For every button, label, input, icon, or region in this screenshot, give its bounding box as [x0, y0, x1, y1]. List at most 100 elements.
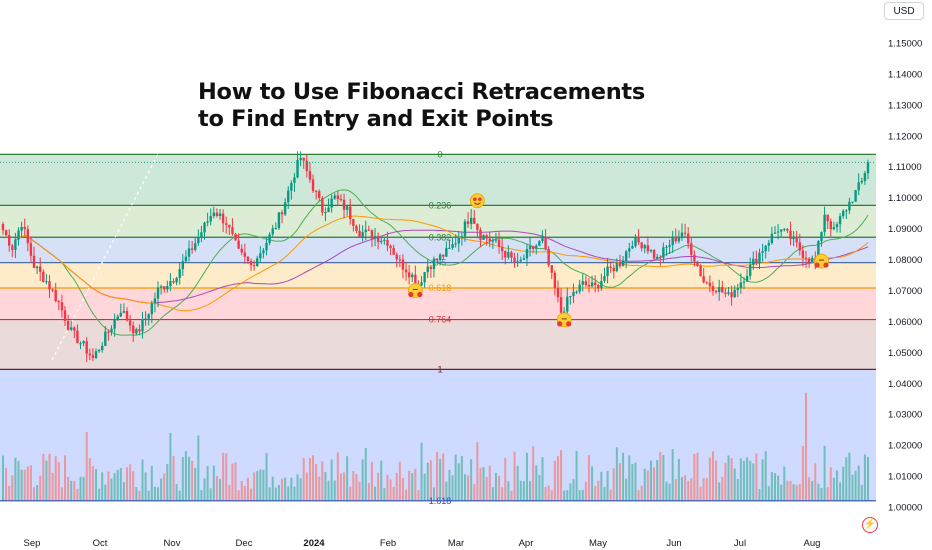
- volume-bar: [622, 452, 625, 501]
- volume-bar: [228, 485, 231, 501]
- candle-body: [581, 281, 584, 285]
- candle-body: [541, 237, 544, 242]
- candle-body: [603, 276, 606, 282]
- volume-bar: [98, 488, 101, 501]
- candle-body: [327, 207, 330, 213]
- volume-bar: [219, 478, 222, 501]
- candle-body: [215, 212, 219, 216]
- candle-body: [386, 239, 389, 246]
- volume-bar: [172, 455, 175, 501]
- volume-bar: [473, 484, 476, 501]
- candle-body: [758, 252, 761, 264]
- candle-body: [748, 264, 752, 276]
- candle-body: [835, 224, 839, 228]
- candle-body: [507, 252, 510, 258]
- candle-body: [311, 179, 315, 191]
- candle-body: [82, 341, 85, 344]
- candle-body: [401, 259, 405, 270]
- volume-bar: [395, 472, 398, 501]
- candle-body: [624, 251, 628, 261]
- tradingview-logo-icon[interactable]: ⚡: [862, 517, 878, 533]
- volume-bar: [169, 433, 172, 501]
- candle-body: [132, 325, 135, 334]
- volume-bar: [786, 480, 789, 501]
- volume-bar: [29, 465, 32, 501]
- candle-body: [693, 254, 696, 262]
- candle-body: [200, 232, 203, 238]
- volume-bar: [829, 467, 832, 501]
- currency-selector[interactable]: USD: [884, 2, 924, 20]
- candle-body: [792, 236, 795, 240]
- candle-body: [97, 350, 101, 352]
- volume-bar: [752, 463, 755, 501]
- candle-body: [271, 228, 274, 235]
- volume-bar: [770, 472, 773, 501]
- volume-bar: [547, 485, 550, 501]
- candle-body: [699, 265, 702, 277]
- candle-body: [606, 266, 609, 277]
- price-tick-label: 1.09000: [888, 224, 922, 235]
- candle-body: [637, 236, 640, 243]
- fib-zone: [0, 262, 876, 288]
- candle-body: [367, 229, 371, 231]
- candle-body: [209, 216, 212, 222]
- volume-bar: [863, 454, 866, 501]
- hot-face-emoji-marker: [407, 283, 423, 298]
- candle-body: [376, 236, 380, 243]
- candle-body: [4, 230, 8, 236]
- volume-bar: [504, 457, 507, 501]
- volume-bar: [656, 459, 659, 501]
- volume-bar: [442, 453, 445, 501]
- candle-body: [398, 259, 402, 261]
- volume-bar: [370, 461, 373, 501]
- volume-bar: [581, 489, 584, 501]
- fib-zone: [0, 154, 876, 206]
- volume-bar: [343, 472, 346, 501]
- volume-bar: [104, 484, 107, 501]
- candle-body: [51, 289, 54, 291]
- volume-bar: [231, 463, 234, 501]
- volume-bar: [835, 470, 838, 501]
- candle-body: [795, 236, 798, 243]
- candle-body: [476, 223, 479, 230]
- candle-body: [674, 237, 677, 242]
- candle-body: [240, 248, 243, 253]
- candle-body: [212, 212, 216, 217]
- volume-bar: [439, 458, 442, 501]
- candle-body: [364, 229, 367, 233]
- volume-bar: [26, 466, 29, 501]
- candle-body: [119, 312, 123, 317]
- candle-body: [389, 245, 392, 248]
- candle-body: [863, 173, 867, 182]
- candle-body: [116, 316, 119, 320]
- candle-body: [280, 212, 284, 215]
- candle-body: [593, 282, 597, 285]
- volume-bar: [848, 452, 851, 501]
- volume-bar: [274, 487, 277, 501]
- volume-bar: [126, 467, 129, 501]
- fib-zone: [0, 205, 876, 238]
- candle-body: [776, 231, 780, 233]
- candle-body: [73, 327, 76, 331]
- volume-bar: [281, 478, 284, 501]
- volume-bar: [736, 478, 739, 501]
- volume-bar: [470, 459, 473, 501]
- candle-body: [779, 229, 783, 232]
- candle-body: [293, 177, 296, 183]
- volume-bar: [677, 458, 680, 501]
- candle-body: [432, 258, 436, 269]
- volume-bar: [690, 478, 693, 501]
- volume-bar: [532, 446, 535, 501]
- candle-body: [631, 246, 634, 249]
- volume-bar: [498, 475, 501, 501]
- volume-bar: [432, 487, 435, 501]
- volume-bar: [615, 447, 618, 501]
- volume-bar: [23, 469, 26, 501]
- candle-body: [166, 286, 169, 290]
- candle-body: [451, 244, 454, 248]
- volume-bar: [153, 486, 156, 501]
- candle-body: [395, 254, 398, 260]
- volume-bar: [625, 478, 628, 501]
- time-tick-label: Jun: [666, 538, 681, 549]
